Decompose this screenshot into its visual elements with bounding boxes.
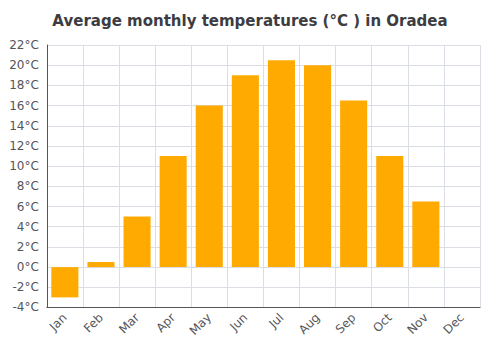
svg-text:10°C: 10°C <box>9 159 39 173</box>
svg-text:4°C: 4°C <box>17 220 39 234</box>
svg-text:Mar: Mar <box>116 310 142 336</box>
svg-text:Apr: Apr <box>154 310 179 335</box>
svg-text:22°C: 22°C <box>9 38 39 52</box>
svg-text:Feb: Feb <box>81 311 106 336</box>
svg-text:-4°C: -4°C <box>12 300 38 314</box>
svg-text:Oct: Oct <box>370 310 395 335</box>
svg-text:12°C: 12°C <box>9 139 39 153</box>
svg-text:18°C: 18°C <box>9 78 39 92</box>
svg-text:8°C: 8°C <box>17 179 39 193</box>
svg-text:20°C: 20°C <box>9 58 39 72</box>
svg-text:Sep: Sep <box>333 311 359 337</box>
svg-text:Aug: Aug <box>296 311 322 337</box>
svg-text:Jun: Jun <box>226 311 250 335</box>
svg-text:16°C: 16°C <box>9 99 39 113</box>
svg-text:Nov: Nov <box>404 311 430 337</box>
svg-text:Jul: Jul <box>266 311 287 332</box>
svg-text:Dec: Dec <box>441 311 467 337</box>
svg-text:6°C: 6°C <box>17 200 39 214</box>
svg-text:0°C: 0°C <box>17 260 39 274</box>
svg-text:Average monthly temperatures (: Average monthly temperatures (°C ) in Or… <box>52 12 447 30</box>
svg-text:Jan: Jan <box>46 311 70 335</box>
svg-text:May: May <box>187 311 214 338</box>
svg-text:2°C: 2°C <box>17 240 39 254</box>
svg-text:-2°C: -2°C <box>12 280 38 294</box>
svg-text:14°C: 14°C <box>9 119 39 133</box>
